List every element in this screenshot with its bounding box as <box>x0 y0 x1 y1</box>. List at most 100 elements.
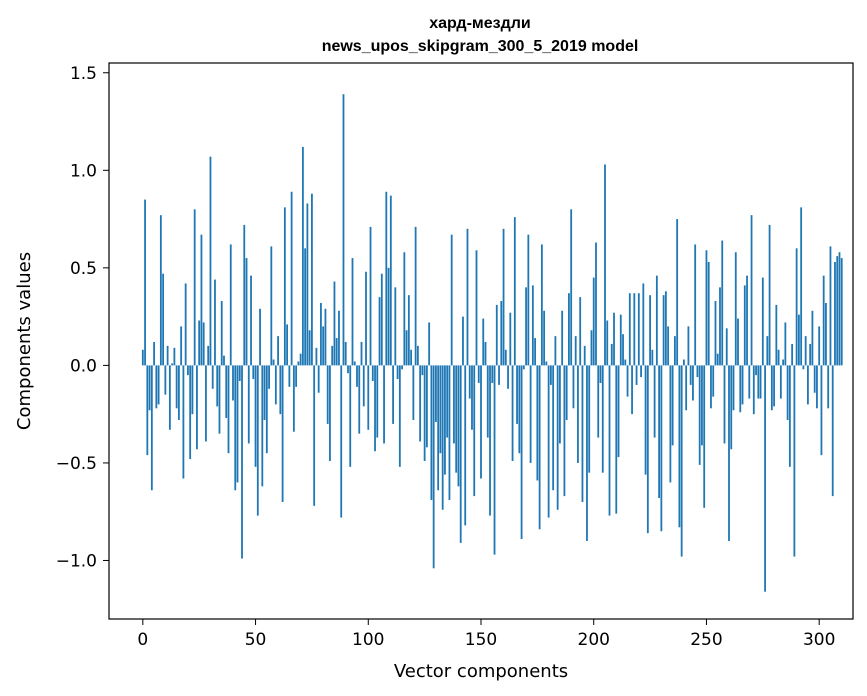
bar-22 <box>191 365 194 415</box>
bar-176 <box>538 365 541 530</box>
bar-264 <box>737 318 739 366</box>
bar-260 <box>728 365 730 541</box>
bar-7 <box>157 365 160 405</box>
bar-68 <box>295 365 298 387</box>
bar-154 <box>489 365 491 516</box>
bar-279 <box>770 365 773 411</box>
bar-283 <box>779 365 782 399</box>
x-axis-ticks: 0 50 100 150 200 250 300 <box>137 619 835 650</box>
bar-112 <box>394 287 397 366</box>
bar-129 <box>432 365 435 569</box>
bar-8 <box>159 215 162 366</box>
bar-29 <box>207 345 210 366</box>
bar-190 <box>570 209 573 366</box>
bar-75 <box>311 193 313 366</box>
bar-280 <box>773 365 775 407</box>
bar-301 <box>820 365 823 456</box>
bar-23 <box>193 209 196 366</box>
bar-173 <box>531 285 534 366</box>
bar-259 <box>725 328 728 366</box>
bar-249 <box>703 365 706 508</box>
bar-30 <box>209 156 212 366</box>
bar-303 <box>825 302 827 366</box>
bar-10 <box>164 365 167 395</box>
bar-175 <box>536 365 539 481</box>
bar-262 <box>732 365 735 411</box>
x-tick-label: 0 <box>137 630 148 650</box>
bar-223 <box>644 365 647 475</box>
bar-285 <box>784 322 787 366</box>
bar-171 <box>527 234 530 366</box>
bar-288 <box>791 343 794 366</box>
bar-297 <box>811 310 814 366</box>
bar-116 <box>403 252 406 366</box>
x-tick-label: 300 <box>803 630 835 650</box>
bar-84 <box>331 345 334 366</box>
bar-101 <box>369 226 372 366</box>
bar-45 <box>243 224 246 366</box>
bar-258 <box>723 365 726 444</box>
x-tick-label: 150 <box>465 630 497 650</box>
bar-201 <box>595 242 597 366</box>
bar-199 <box>590 330 593 366</box>
y-tick-label: 1.5 <box>70 64 97 84</box>
bar-5 <box>153 341 155 366</box>
bar-133 <box>441 365 444 510</box>
bar-57 <box>270 246 273 366</box>
bar-0 <box>141 349 144 366</box>
bar-168 <box>520 365 523 540</box>
bar-19 <box>184 283 187 366</box>
bar-158 <box>498 365 500 385</box>
bar-215 <box>626 365 629 397</box>
bar-79 <box>320 302 322 366</box>
bar-252 <box>710 365 712 409</box>
bar-143 <box>464 365 467 526</box>
bar-222 <box>642 283 645 366</box>
bar-15 <box>175 365 178 409</box>
bar-139 <box>455 365 458 473</box>
y-tick-label: −0.5 <box>56 454 97 474</box>
y-axis-label: Components values <box>14 252 35 430</box>
bar-66 <box>290 191 293 366</box>
bar-35 <box>220 301 223 366</box>
bar-41 <box>234 365 237 491</box>
bar-204 <box>601 365 604 473</box>
bar-115 <box>401 365 403 370</box>
bar-1 <box>144 199 146 366</box>
bar-157 <box>495 304 498 366</box>
bar-48 <box>250 275 252 366</box>
bar-294 <box>804 336 807 366</box>
bar-247 <box>698 365 701 465</box>
bar-272 <box>755 365 757 376</box>
bar-14 <box>173 347 176 366</box>
bar-26 <box>200 234 203 366</box>
bar-6 <box>155 365 158 409</box>
bar-192 <box>574 336 577 366</box>
bar-53 <box>261 365 264 487</box>
bar-124 <box>421 365 424 376</box>
bar-130 <box>435 365 437 422</box>
bar-80 <box>322 326 325 366</box>
bar-99 <box>365 271 367 366</box>
bar-148 <box>475 250 478 366</box>
bar-284 <box>782 359 785 366</box>
x-tick-label: 250 <box>690 630 722 650</box>
bar-254 <box>714 301 717 366</box>
bar-97 <box>360 341 363 366</box>
bar-282 <box>777 349 780 366</box>
bar-274 <box>759 365 762 399</box>
bar-210 <box>615 365 618 514</box>
bar-65 <box>288 365 291 387</box>
bar-229 <box>658 365 661 499</box>
bar-263 <box>734 252 737 366</box>
bar-195 <box>581 365 584 502</box>
bar-196 <box>583 345 586 366</box>
bar-238 <box>678 365 681 528</box>
bar-304 <box>827 365 830 409</box>
bar-310 <box>840 258 843 366</box>
bar-119 <box>410 349 413 366</box>
bar-127 <box>428 322 431 366</box>
bar-94 <box>353 361 356 366</box>
bar-161 <box>504 349 507 366</box>
bar-13 <box>171 363 174 366</box>
